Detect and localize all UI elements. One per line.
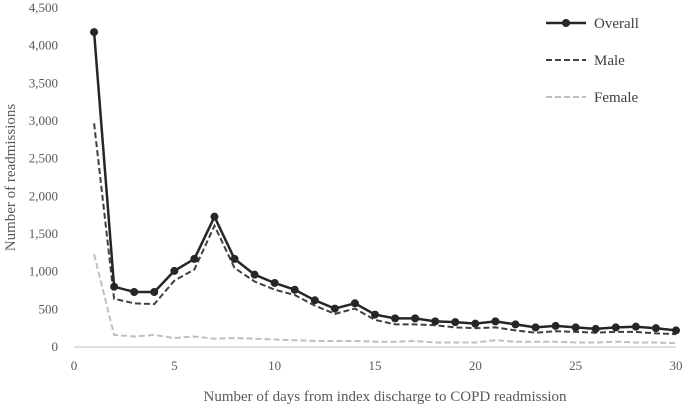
y-tick-label: 3,000 (29, 113, 58, 128)
y-tick-label: 4,000 (29, 38, 58, 53)
data-point (551, 321, 560, 330)
legend-label: Male (594, 53, 625, 69)
y-tick-label: 3,500 (29, 75, 58, 90)
x-axis-ticks: 0 5 10 15 20 25 30 (71, 358, 683, 373)
x-tick-label: 0 (71, 358, 78, 373)
y-axis-ticks: 0 500 1,000 1,500 2,000 2,500 3,000 3,500 4,000 4… (29, 0, 58, 354)
x-tick-label: 30 (670, 358, 683, 373)
data-point (651, 324, 660, 333)
series-line-male (93, 123, 677, 336)
data-point (230, 254, 239, 263)
series-lines (90, 28, 680, 345)
data-point (210, 212, 219, 221)
data-point (110, 282, 119, 291)
data-point (591, 324, 600, 333)
x-tick-label: 20 (469, 358, 482, 373)
series-line-female (93, 254, 677, 345)
y-tick-label: 4,500 (29, 0, 58, 15)
data-point (170, 266, 179, 275)
y-tick-label: 1,000 (29, 264, 58, 279)
data-point (451, 318, 460, 327)
data-point (611, 323, 620, 332)
data-point (511, 320, 520, 329)
data-point (411, 314, 420, 323)
data-point (270, 278, 279, 287)
legend-label: Female (594, 90, 638, 106)
data-point (672, 326, 680, 335)
y-tick-label: 2,500 (29, 151, 58, 166)
data-point (471, 319, 480, 328)
legend-label: Overall (594, 16, 639, 32)
y-tick-label: 500 (39, 301, 59, 316)
y-tick-label: 0 (52, 339, 59, 354)
data-point (330, 304, 339, 313)
data-point (310, 296, 319, 305)
data-point (631, 322, 640, 331)
x-tick-label: 5 (171, 358, 178, 373)
data-point (531, 323, 540, 332)
x-tick-label: 15 (369, 358, 382, 373)
data-point (130, 288, 139, 297)
data-point (90, 28, 99, 37)
series-line-overall (92, 32, 677, 332)
y-tick-label: 1,500 (29, 226, 58, 241)
data-point (571, 323, 580, 332)
x-tick-label: 25 (569, 358, 582, 373)
data-point (491, 317, 500, 326)
data-point (371, 310, 379, 319)
x-tick-label: 10 (268, 358, 281, 373)
y-tick-label: 2,000 (29, 188, 58, 203)
data-point (150, 288, 159, 297)
data-point (190, 254, 199, 263)
data-point (431, 317, 440, 326)
legend-marker (562, 19, 570, 27)
data-point (250, 270, 259, 279)
legend: Overall Male Female (546, 16, 639, 106)
x-axis-title: Number of days from index discharge to C… (204, 389, 567, 405)
data-point (391, 314, 400, 323)
data-point (290, 285, 299, 294)
y-axis-title: Number of readmissions (3, 104, 19, 252)
data-point (350, 299, 359, 308)
